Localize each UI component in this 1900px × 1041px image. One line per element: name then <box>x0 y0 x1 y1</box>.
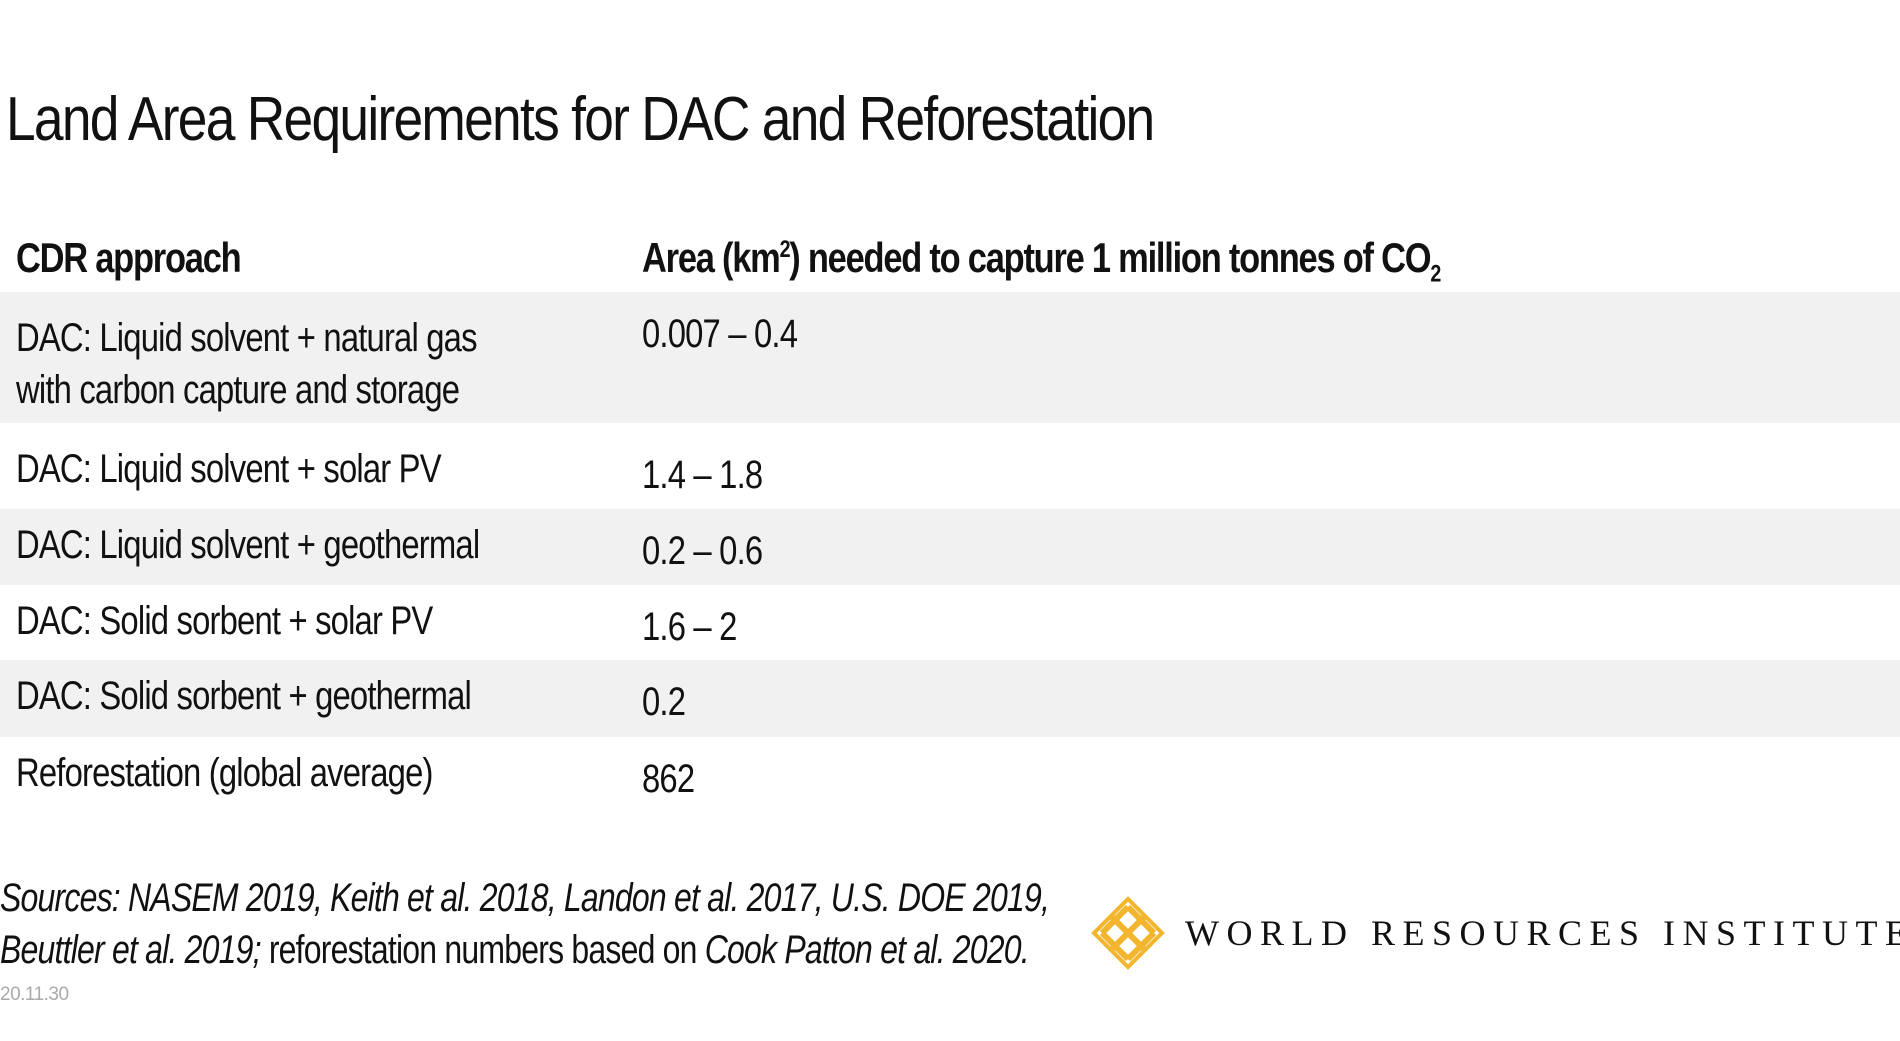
superscript: 2 <box>779 236 791 263</box>
header-cdr-approach: CDR approach <box>16 234 242 281</box>
approach-cell: DAC: Liquid solvent + natural gas with ca… <box>16 312 477 416</box>
approach-cell: DAC: Solid sorbent + geothermal <box>16 674 472 718</box>
sources-text: reforestation numbers based on <box>260 928 705 972</box>
table-row: DAC: Solid sorbent + solar PV 1.6 – 2 <box>0 585 1900 660</box>
area-cell: 1.6 – 2 <box>642 605 737 649</box>
approach-line: with carbon capture and storage <box>16 368 460 412</box>
approach-cell: DAC: Liquid solvent + geothermal <box>16 523 480 567</box>
area-cell: 1.4 – 1.8 <box>642 453 763 497</box>
sources-line: Sources: NASEM 2019, Keith et al. 2018, … <box>0 876 1050 920</box>
wri-logo-icon <box>1091 896 1165 970</box>
subscript: 2 <box>1430 260 1441 288</box>
table-row: Reforestation (global average) 862 <box>0 737 1900 812</box>
sources-citation: Beuttler et al. 2019; <box>0 928 262 972</box>
sources-note: Sources: NASEM 2019, Keith et al. 2018, … <box>0 872 1050 976</box>
area-cell: 0.2 – 0.6 <box>642 529 763 573</box>
table-row: DAC: Solid sorbent + geothermal 0.2 <box>0 660 1900 737</box>
approach-cell: Reforestation (global average) <box>16 751 433 795</box>
area-cell: 862 <box>642 757 695 801</box>
header-area-text: ) needed to capture 1 million tonnes of … <box>789 234 1431 281</box>
sources-citation: Cook Patton et al. 2020. <box>704 928 1030 972</box>
table-row: DAC: Liquid solvent + geothermal 0.2 – 0… <box>0 509 1900 585</box>
approach-line: DAC: Liquid solvent + natural gas <box>16 316 477 360</box>
table-row: DAC: Liquid solvent + solar PV 1.4 – 1.8 <box>0 423 1900 509</box>
header-area-text: Area (km <box>642 234 781 281</box>
page-title: Land Area Requirements for DAC and Refor… <box>6 85 1155 154</box>
area-cell: 0.2 <box>642 680 686 724</box>
table-row: DAC: Liquid solvent + natural gas with ca… <box>0 292 1900 423</box>
date-stamp: 20.11.30 <box>0 984 69 1005</box>
table-header: CDR approach Area (km2) needed to captur… <box>0 228 1900 290</box>
header-area: Area (km2) needed to capture 1 million t… <box>642 234 1441 288</box>
wri-logo-text: WORLD RESOURCES INSTITUTE <box>1185 913 1900 953</box>
area-cell: 0.007 – 0.4 <box>642 312 798 356</box>
approach-cell: DAC: Liquid solvent + solar PV <box>16 447 442 491</box>
approach-cell: DAC: Solid sorbent + solar PV <box>16 599 433 643</box>
